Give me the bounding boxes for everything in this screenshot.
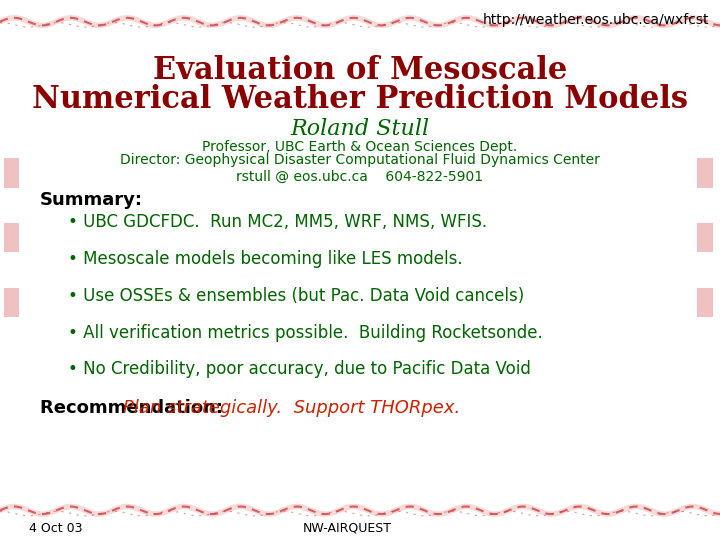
Text: • Mesoscale models becoming like LES models.: • Mesoscale models becoming like LES mod… [68, 250, 463, 268]
FancyBboxPatch shape [697, 287, 713, 317]
FancyBboxPatch shape [697, 158, 713, 187]
Text: Evaluation of Mesoscale: Evaluation of Mesoscale [153, 55, 567, 86]
Text: • All verification metrics possible.  Building Rocketsonde.: • All verification metrics possible. Bui… [68, 323, 543, 342]
Text: Recommendation:: Recommendation: [40, 399, 235, 417]
Text: Numerical Weather Prediction Models: Numerical Weather Prediction Models [32, 84, 688, 116]
Text: Summary:: Summary: [40, 191, 143, 209]
Text: Professor, UBC Earth & Ocean Sciences Dept.: Professor, UBC Earth & Ocean Sciences De… [202, 140, 518, 154]
Text: NW-AIRQUEST: NW-AIRQUEST [302, 522, 392, 535]
Text: • UBC GDCFDC.  Run MC2, MM5, WRF, NMS, WFIS.: • UBC GDCFDC. Run MC2, MM5, WRF, NMS, WF… [68, 213, 487, 232]
Text: • Use OSSEs & ensembles (but Pac. Data Void cancels): • Use OSSEs & ensembles (but Pac. Data V… [68, 287, 525, 305]
Text: http://weather.eos.ubc.ca/wxfcst: http://weather.eos.ubc.ca/wxfcst [482, 13, 709, 27]
Text: 4 Oct 03: 4 Oct 03 [29, 522, 82, 535]
FancyBboxPatch shape [697, 222, 713, 252]
Text: rstull @ eos.ubc.ca    604-822-5901: rstull @ eos.ubc.ca 604-822-5901 [236, 170, 484, 184]
FancyBboxPatch shape [4, 222, 19, 252]
Text: Plan strategically.  Support THORpex.: Plan strategically. Support THORpex. [123, 399, 460, 417]
Text: • No Credibility, poor accuracy, due to Pacific Data Void: • No Credibility, poor accuracy, due to … [68, 360, 531, 379]
Text: Roland Stull: Roland Stull [290, 118, 430, 139]
Text: Director: Geophysical Disaster Computational Fluid Dynamics Center: Director: Geophysical Disaster Computati… [120, 153, 600, 167]
FancyBboxPatch shape [4, 287, 19, 317]
FancyBboxPatch shape [4, 158, 19, 187]
